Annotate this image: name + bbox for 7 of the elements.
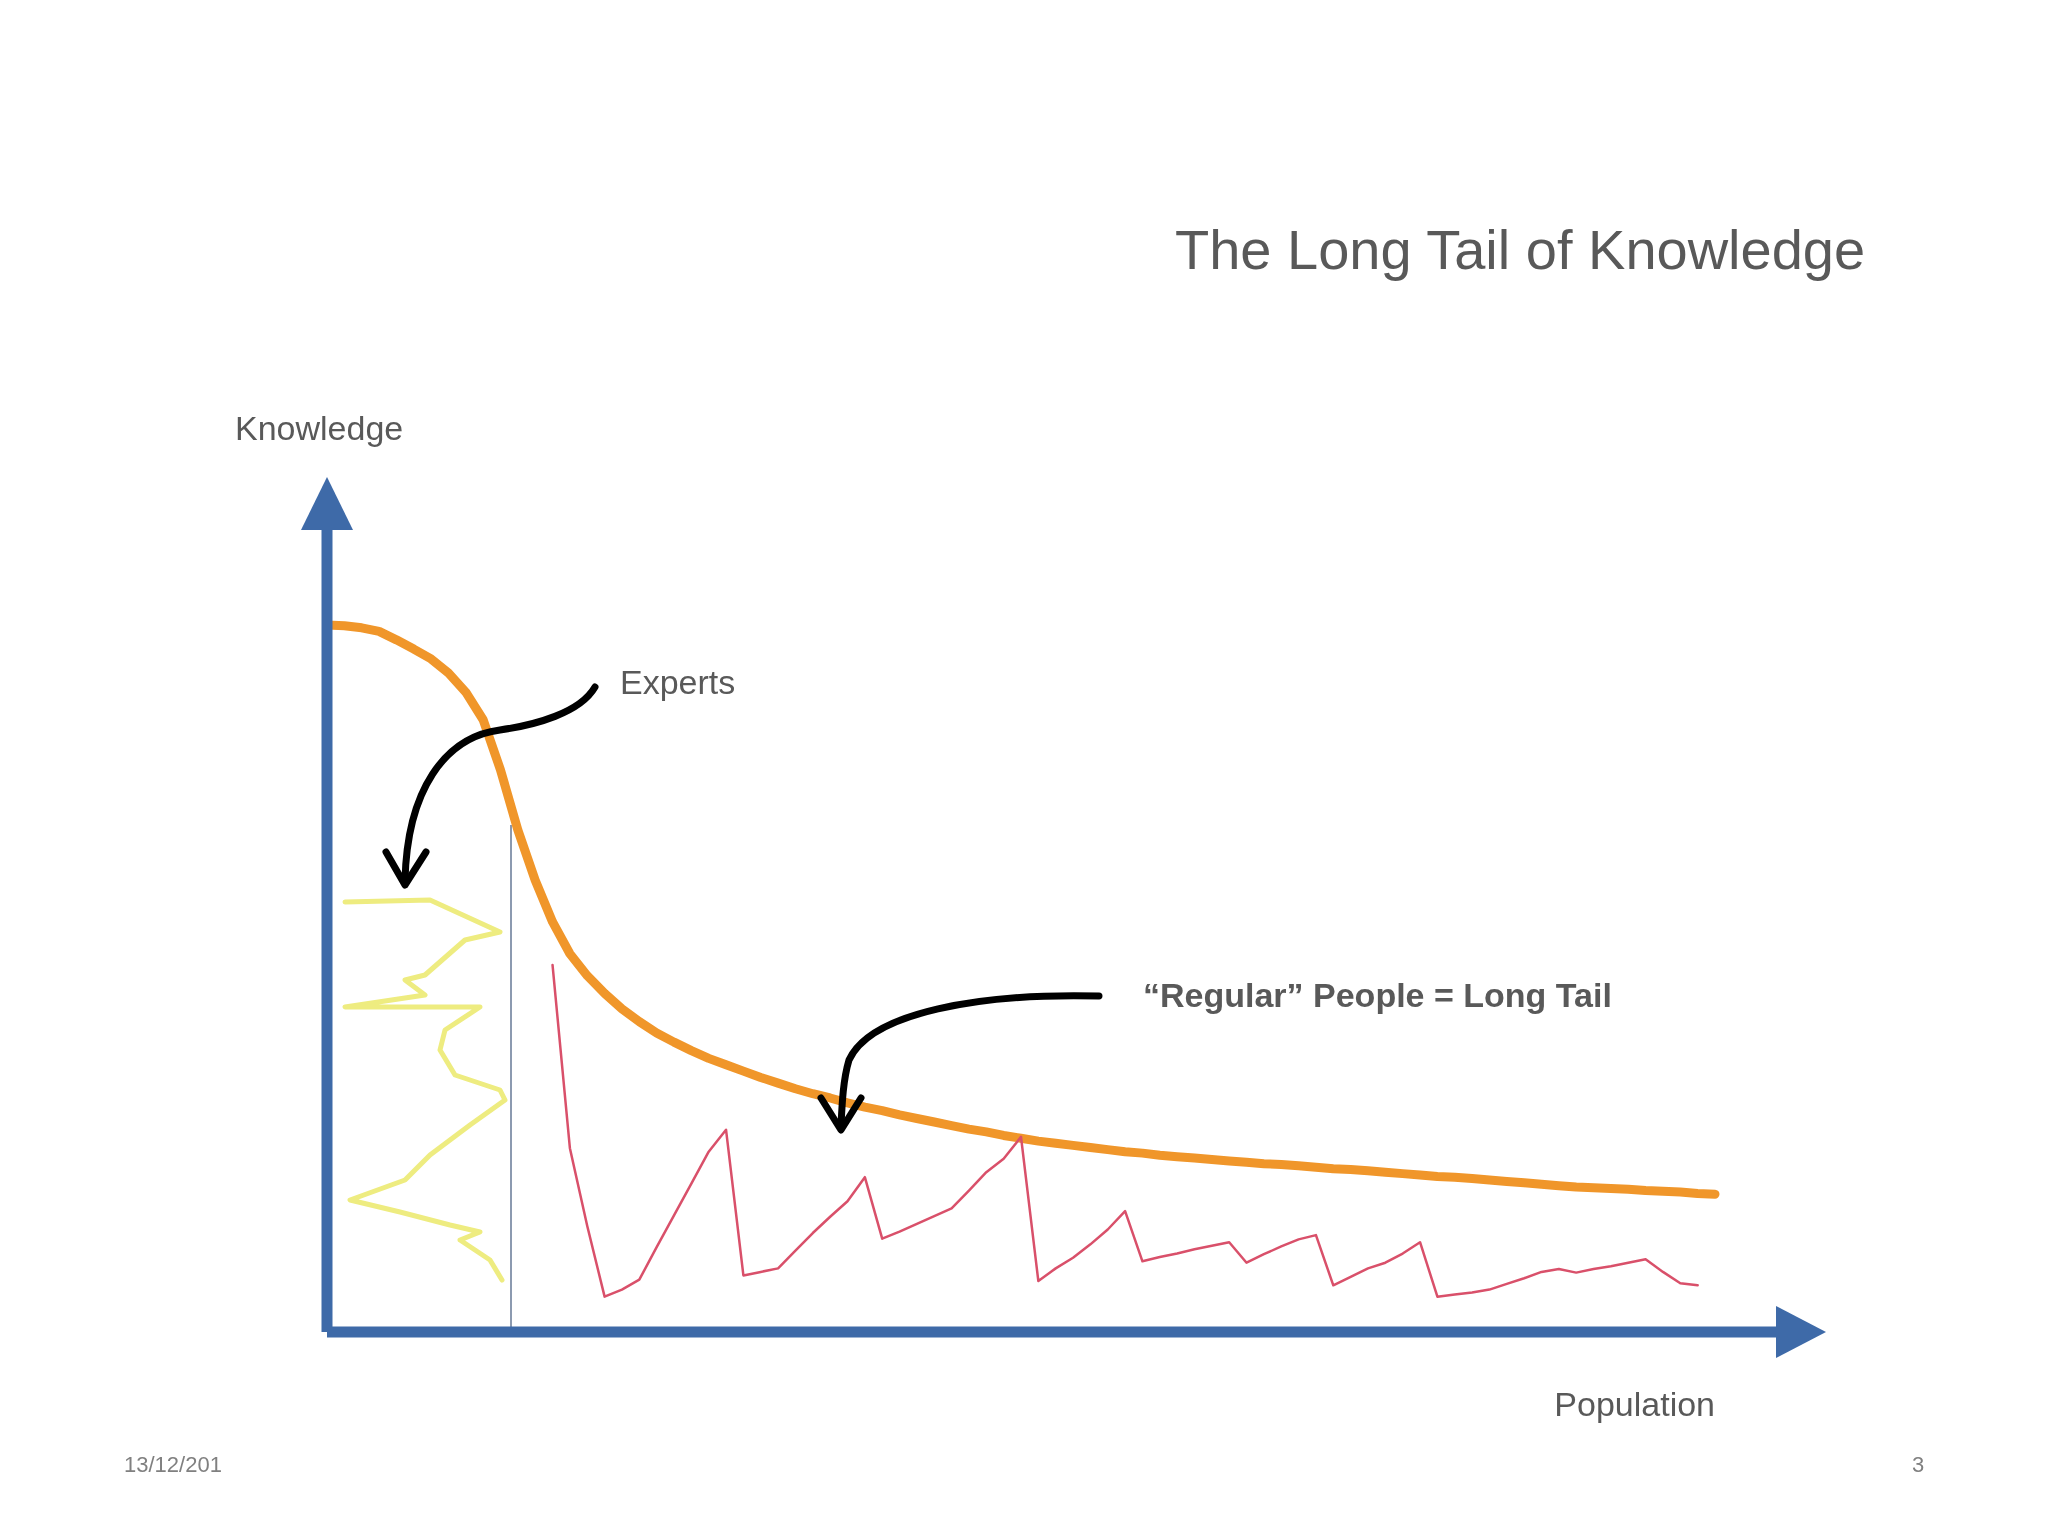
- annotation: Experts: [620, 663, 736, 701]
- chart-title: The Long Tail of Knowledge: [1175, 218, 1866, 281]
- text: 3: [1911, 1451, 1925, 1477]
- annotation: “Regular” People = Long Tail: [1143, 976, 1612, 1014]
- text: Knowledge: [235, 409, 404, 447]
- x-axis-title: Population: [1554, 1385, 1715, 1423]
- text: 13/12/201: [124, 1451, 222, 1477]
